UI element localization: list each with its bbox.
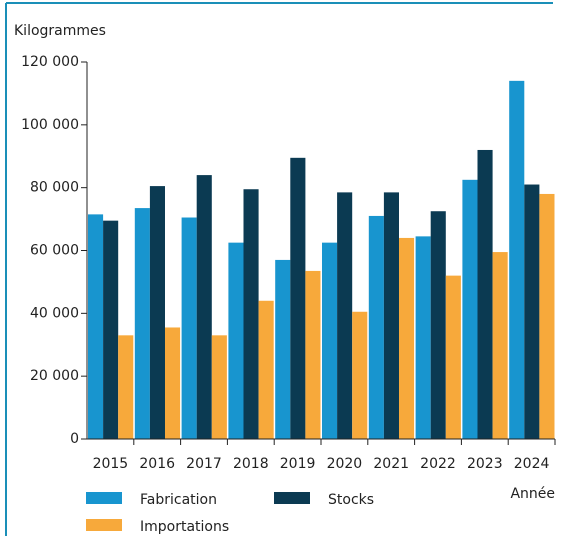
x-tick-label: 2024 (514, 456, 550, 472)
bar (211, 335, 227, 439)
bar (445, 275, 461, 439)
x-tick-label: 2019 (280, 456, 316, 472)
legend-label: Fabrication (140, 492, 217, 508)
y-tick-label: 120 000 (21, 54, 79, 70)
bar (368, 215, 384, 439)
bar (181, 217, 197, 439)
bar (88, 214, 104, 439)
x-tick-label: 2022 (420, 456, 456, 472)
bar (243, 189, 259, 439)
y-axis-label: Kilogrammes (14, 23, 106, 39)
legend-swatch (274, 492, 310, 504)
y-tick-label: 80 000 (30, 180, 79, 196)
bar (134, 208, 150, 439)
bar (492, 252, 508, 439)
x-tick-label: 2021 (373, 456, 409, 472)
bar (509, 80, 525, 439)
bar (415, 236, 431, 439)
bar (398, 237, 415, 439)
legend-swatch (86, 519, 122, 531)
bar (149, 186, 165, 439)
x-tick-label: 2018 (233, 456, 269, 472)
bar (539, 193, 555, 439)
bar (430, 211, 446, 439)
bar (258, 300, 274, 439)
x-axis-label: Année (510, 486, 555, 502)
legend-label: Importations (140, 519, 229, 535)
legend-swatch (86, 492, 122, 504)
bar (196, 175, 212, 439)
y-tick-label: 0 (70, 431, 79, 447)
bar (118, 335, 134, 439)
x-tick-label: 2016 (139, 456, 175, 472)
y-tick-label: 60 000 (30, 243, 79, 259)
bar (275, 259, 291, 439)
y-tick-label: 40 000 (30, 305, 79, 321)
x-tick-label: 2017 (186, 456, 222, 472)
y-tick-label: 100 000 (21, 117, 79, 133)
bar (383, 192, 399, 439)
bar (228, 242, 244, 439)
bar (305, 270, 321, 439)
legend-label: Stocks (328, 492, 374, 508)
x-tick-label: 2015 (93, 456, 129, 472)
bar (322, 242, 338, 439)
bar (524, 184, 540, 439)
bar (352, 311, 368, 439)
bar (103, 220, 119, 439)
bar (164, 327, 181, 439)
x-tick-label: 2023 (467, 456, 503, 472)
bar (290, 157, 306, 439)
y-tick-label: 20 000 (30, 368, 79, 384)
bar (462, 179, 478, 439)
bar (337, 192, 353, 439)
x-tick-label: 2020 (327, 456, 363, 472)
bar (477, 149, 493, 439)
